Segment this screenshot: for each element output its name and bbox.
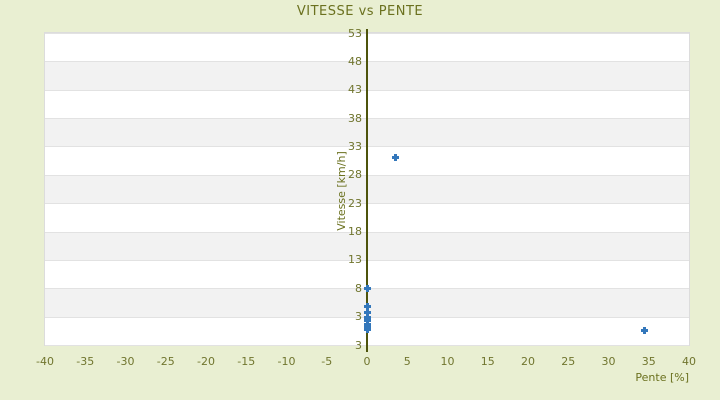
data-point [641, 327, 649, 335]
y-tick-label: 18 [348, 225, 362, 239]
x-tick-label: 0 [363, 355, 371, 368]
data-point [391, 154, 399, 162]
x-axis-title: Pente [%] [635, 371, 689, 384]
y-tick-label: 3 [355, 338, 362, 352]
y-tick-label: 8 [355, 281, 362, 295]
x-tick-label: -20 [197, 355, 215, 368]
data-point [363, 326, 371, 334]
x-tick-label: -25 [156, 355, 175, 368]
x-tick-label: -35 [76, 355, 95, 368]
y-tick-label: 48 [348, 54, 362, 68]
y-tick-label: 3 [355, 310, 362, 324]
x-tick-label: 25 [561, 355, 576, 368]
y-tick-label: 28 [348, 168, 362, 182]
y-tick-label: 38 [348, 111, 362, 125]
y-tick-label: 23 [348, 196, 362, 210]
x-tick-label: -10 [277, 355, 296, 368]
data-point [363, 302, 371, 310]
y-tick-label: 43 [348, 83, 362, 97]
x-tick-label: 15 [480, 355, 495, 368]
x-tick-label: -40 [36, 355, 54, 368]
x-tick-label: 10 [440, 355, 455, 368]
x-tick-label: 35 [641, 355, 656, 368]
y-tick-label: 33 [348, 139, 362, 153]
data-point [363, 309, 371, 317]
data-point [363, 284, 371, 292]
x-tick-label: -5 [321, 355, 333, 368]
x-tick-label: 30 [601, 355, 616, 368]
y-tick-label: 53 [348, 26, 362, 40]
x-tick-label: -15 [237, 355, 256, 368]
x-tick-label: 20 [521, 355, 535, 368]
x-tick-label: 5 [403, 355, 411, 368]
y-axis-line [366, 29, 368, 352]
y-tick-label: 13 [348, 253, 362, 267]
chart-title: VITESSE vs PENTE [296, 4, 424, 19]
x-tick-label: 40 [682, 355, 696, 368]
x-tick-label: -30 [116, 355, 135, 368]
y-axis-title: Vitesse [km/h] [335, 151, 348, 231]
